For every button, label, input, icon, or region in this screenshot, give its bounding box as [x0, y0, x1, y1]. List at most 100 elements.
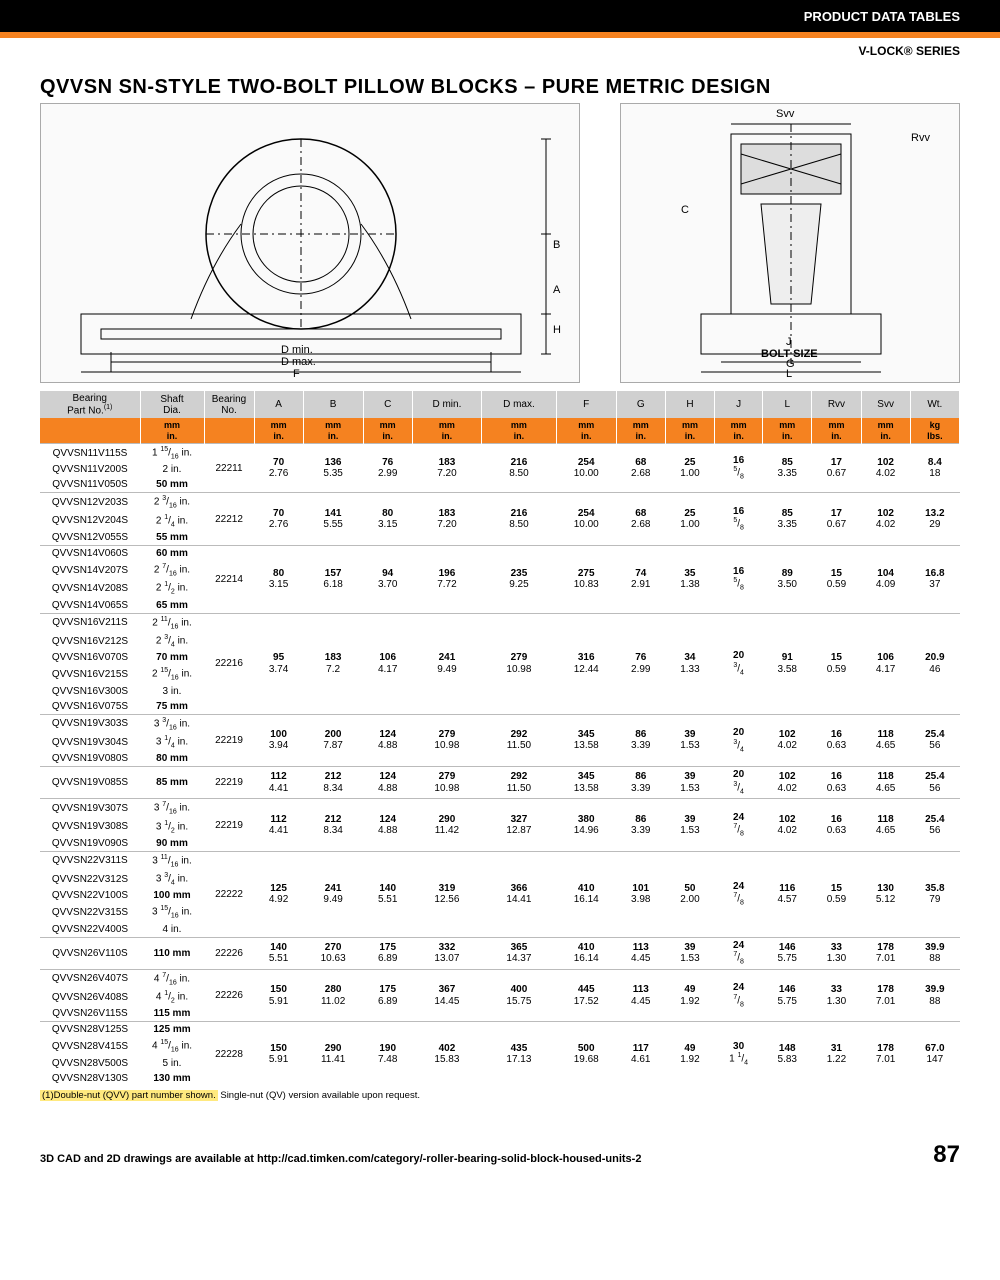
value-cell: 27910.98: [482, 613, 557, 714]
unit-cell: [204, 418, 254, 443]
label-b: B: [553, 239, 560, 251]
value-cell: 27510.83: [556, 546, 616, 614]
col-header: D min.: [412, 391, 481, 418]
value-cell: 1756.89: [363, 937, 412, 969]
value-cell: 2168.50: [482, 493, 557, 546]
value-cell: 1013.98: [616, 851, 665, 937]
value-cell: 25410.00: [556, 444, 616, 493]
value-cell: 1024.02: [763, 714, 812, 767]
value-cell: 803.15: [254, 546, 303, 614]
page-title: QVVSN SN-STYLE TWO-BOLT PILLOW BLOCKS – …: [40, 76, 960, 99]
value-cell: 391.53: [665, 767, 714, 799]
shaft-dia: 50 mm: [140, 477, 204, 493]
value-cell: 953.74: [254, 613, 303, 714]
label-dmin: D min.: [281, 344, 313, 356]
table-body: QVVSN11V115S1 15/16 in.22211702.761365.3…: [40, 444, 960, 1086]
value-cell: 311.22: [812, 1022, 861, 1086]
shaft-dia: 3 15/16 in.: [140, 903, 204, 921]
value-cell: 165/8: [715, 546, 763, 614]
unit-cell: mmin.: [140, 418, 204, 443]
value-cell: 1907.48: [363, 1022, 412, 1086]
col-header: C: [363, 391, 412, 418]
part-no: QVVSN14V065S: [40, 598, 140, 614]
shaft-dia: 60 mm: [140, 546, 204, 562]
value-cell: 165/8: [715, 493, 763, 546]
value-cell: 1174.61: [616, 1022, 665, 1086]
value-cell: 27010.63: [303, 937, 363, 969]
col-header: BearingPart No.(1): [40, 391, 140, 418]
value-cell: 27910.98: [412, 714, 481, 767]
shaft-dia: 1 15/16 in.: [140, 444, 204, 463]
table-row: QVVSN19V085S85 mm222191124.412128.341244…: [40, 767, 960, 799]
value-cell: 1134.45: [616, 937, 665, 969]
value-cell: 331.30: [812, 969, 861, 1022]
value-cell: 43517.13: [482, 1022, 557, 1086]
value-cell: 32712.87: [482, 799, 557, 852]
unit-cell: mmin.: [715, 418, 763, 443]
value-cell: 39.988: [910, 969, 959, 1022]
unit-cell: mmin.: [482, 418, 557, 443]
shaft-dia: 2 1/4 in.: [140, 512, 204, 530]
part-no: QVVSN19V308S: [40, 818, 140, 836]
table-head: BearingPart No.(1)ShaftDia.BearingNo.ABC…: [40, 391, 960, 444]
part-no: QVVSN19V307S: [40, 799, 140, 818]
value-cell: 25.456: [910, 714, 959, 767]
value-cell: 1064.17: [363, 613, 412, 714]
bearing-no: 22222: [204, 851, 254, 937]
footnote-rest: Single-nut (QV) version available upon r…: [218, 1090, 420, 1101]
value-cell: 351.38: [665, 546, 714, 614]
part-no: QVVSN14V207S: [40, 561, 140, 579]
value-cell: 301 1/4: [715, 1022, 763, 1086]
col-header: L: [763, 391, 812, 418]
header-bar: PRODUCT DATA TABLES: [0, 0, 1000, 32]
value-cell: 1787.01: [861, 969, 910, 1022]
value-cell: 491.92: [665, 969, 714, 1022]
value-cell: 34513.58: [556, 714, 616, 767]
value-cell: 803.15: [363, 493, 412, 546]
value-cell: 863.39: [616, 799, 665, 852]
part-no: QVVSN26V408S: [40, 988, 140, 1006]
part-no: QVVSN16V211S: [40, 613, 140, 632]
value-cell: 31612.44: [556, 613, 616, 714]
bearing-no: 22219: [204, 767, 254, 799]
value-cell: 2419.49: [303, 851, 363, 937]
value-cell: 1485.83: [763, 1022, 812, 1086]
table-row: QVVSN22V311S3 11/16 in.222221254.922419.…: [40, 851, 960, 870]
shaft-dia: 2 11/16 in.: [140, 613, 204, 632]
diagram-front-svg: [41, 104, 581, 382]
table-row: QVVSN16V211S2 11/16 in.22216953.741837.2…: [40, 613, 960, 632]
value-cell: 160.63: [812, 714, 861, 767]
table-row: QVVSN12V203S2 3/16 in.22212702.761415.55…: [40, 493, 960, 512]
value-cell: 1365.35: [303, 444, 363, 493]
value-cell: 28011.02: [303, 969, 363, 1022]
value-cell: 29011.42: [412, 799, 481, 852]
diagram-row: D min. D max. F B A H Svv Rvv C: [40, 103, 960, 383]
label-h: H: [553, 324, 561, 336]
col-header: G: [616, 391, 665, 418]
shaft-dia: 2 15/16 in.: [140, 665, 204, 683]
series-label: V-LOCK® SERIES: [0, 38, 1000, 58]
value-cell: 16.837: [910, 546, 959, 614]
table-row: QVVSN26V407S4 7/16 in.222261505.9128011.…: [40, 969, 960, 988]
col-header: H: [665, 391, 714, 418]
value-cell: 1044.09: [861, 546, 910, 614]
bearing-no: 22212: [204, 493, 254, 546]
value-cell: 35.879: [910, 851, 959, 937]
label-c: C: [681, 204, 689, 216]
unit-cell: mmin.: [303, 418, 363, 443]
page-number: 87: [933, 1141, 960, 1169]
value-cell: 331.30: [812, 937, 861, 969]
value-cell: 2419.49: [412, 613, 481, 714]
part-no: QVVSN14V208S: [40, 579, 140, 597]
value-cell: 2168.50: [482, 444, 557, 493]
part-no: QVVSN26V407S: [40, 969, 140, 988]
shaft-dia: 3 1/4 in.: [140, 733, 204, 751]
value-cell: 2128.34: [303, 767, 363, 799]
value-cell: 762.99: [363, 444, 412, 493]
part-no: QVVSN28V415S: [40, 1037, 140, 1055]
shaft-dia: 110 mm: [140, 937, 204, 969]
shaft-dia: 3 in.: [140, 684, 204, 699]
value-cell: 853.35: [763, 444, 812, 493]
col-header: D max.: [482, 391, 557, 418]
table-row: QVVSN19V303S3 3/16 in.222191003.942007.8…: [40, 714, 960, 733]
